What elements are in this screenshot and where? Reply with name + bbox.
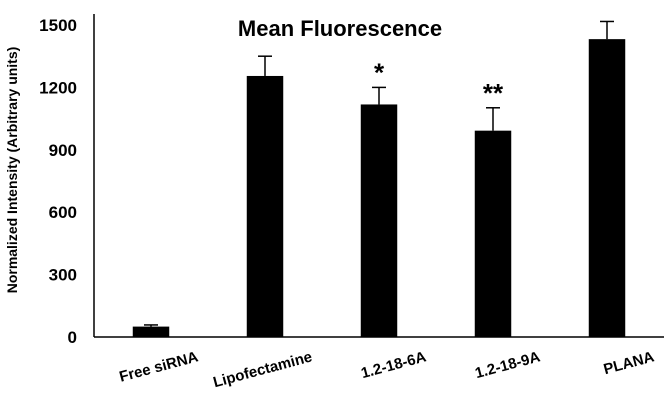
y-tick-label: 900 (49, 141, 77, 160)
error-bar (486, 107, 500, 131)
x-tick-label: PLANA (602, 348, 656, 378)
error-bars (144, 20, 614, 327)
error-bar (144, 324, 158, 327)
x-tick-label: 1.2-18-6A (359, 348, 428, 382)
significance-marker: * (374, 57, 385, 87)
error-bar (258, 55, 272, 76)
bar (132, 326, 170, 337)
bar (246, 75, 284, 338)
x-tick-label: Lipofectamine (211, 348, 314, 391)
x-tick-label: Free siRNA (118, 348, 201, 385)
y-tick-label: 300 (49, 266, 77, 285)
significance-markers: *** (374, 57, 504, 107)
bar (474, 130, 512, 337)
y-tick-label: 1200 (39, 78, 77, 97)
significance-marker: ** (483, 78, 504, 108)
chart-title: Mean Fluorescence (238, 16, 442, 41)
y-tick-label: 1500 (39, 16, 77, 35)
bars (132, 39, 626, 338)
y-axis-label: Normalized Intensity (Arbitrary units) (4, 47, 20, 294)
error-bar (372, 86, 386, 105)
bar (588, 39, 626, 337)
y-tick-labels: 0 300 600 900 1200 1500 (39, 16, 77, 347)
x-tick-label: 1.2-18-9A (473, 348, 542, 382)
error-bar (600, 20, 614, 40)
bar (360, 104, 398, 338)
y-tick-label: 0 (68, 328, 77, 347)
y-tick-label: 600 (49, 203, 77, 222)
x-tick-labels: Free siRNA Lipofectamine 1.2-18-6A 1.2-18-9… (118, 348, 657, 391)
